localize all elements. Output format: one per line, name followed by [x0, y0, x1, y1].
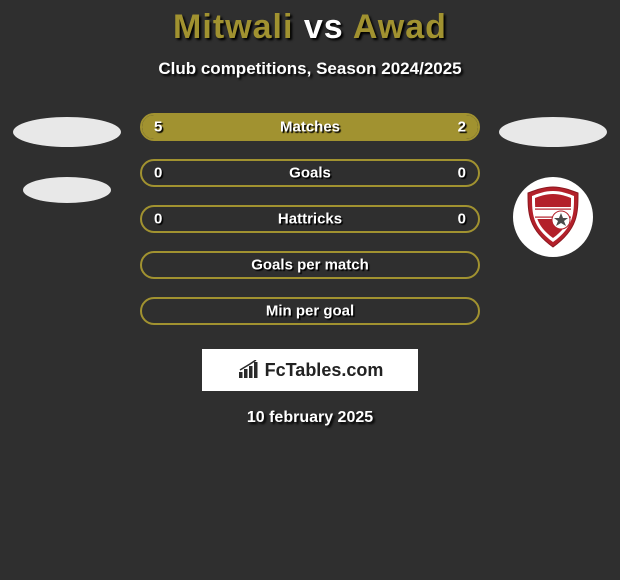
left-player-avatar	[13, 117, 121, 147]
vs-label: vs	[304, 8, 344, 46]
chart-icon	[237, 360, 261, 380]
date-label: 10 february 2025	[247, 409, 373, 427]
left-side	[12, 113, 122, 203]
right-player-avatar	[499, 117, 607, 147]
stat-label: Goals per match	[251, 257, 369, 274]
bar-fill-left	[142, 115, 381, 139]
stat-label: Goals	[289, 165, 331, 182]
right-side	[498, 113, 608, 257]
stat-bar: Min per goal	[140, 297, 480, 325]
right-club-badge	[513, 177, 593, 257]
stat-value-left: 0	[154, 211, 162, 228]
logo-box: FcTables.com	[202, 349, 418, 391]
subtitle: Club competitions, Season 2024/2025	[158, 59, 461, 79]
shield-icon	[524, 185, 582, 249]
stat-bar: 5 2 Matches	[140, 113, 480, 141]
player1-name: Mitwali	[173, 8, 293, 46]
logo-text: FcTables.com	[265, 360, 384, 381]
stat-bar: 0 0 Goals	[140, 159, 480, 187]
player2-name: Awad	[353, 8, 447, 46]
left-club-badge	[23, 177, 111, 203]
comparison-area: 5 2 Matches 0 0 Goals 0 0 Hattricks Goals per mat…	[0, 113, 620, 325]
stat-bar: Goals per match	[140, 251, 480, 279]
stat-bars: 5 2 Matches 0 0 Goals 0 0 Hattricks Goals per mat…	[140, 113, 480, 325]
stat-value-right: 2	[458, 119, 466, 136]
stat-value-left: 0	[154, 165, 162, 182]
stat-value-right: 0	[458, 211, 466, 228]
comparison-infographic: Mitwali vs Awad Club competitions, Seaso…	[0, 0, 620, 427]
stat-label: Hattricks	[278, 211, 342, 228]
stat-value-right: 0	[458, 165, 466, 182]
page-title: Mitwali vs Awad	[173, 8, 447, 47]
stat-value-left: 5	[154, 119, 162, 136]
stat-bar: 0 0 Hattricks	[140, 205, 480, 233]
stat-label: Min per goal	[266, 303, 354, 320]
stat-label: Matches	[280, 119, 340, 136]
